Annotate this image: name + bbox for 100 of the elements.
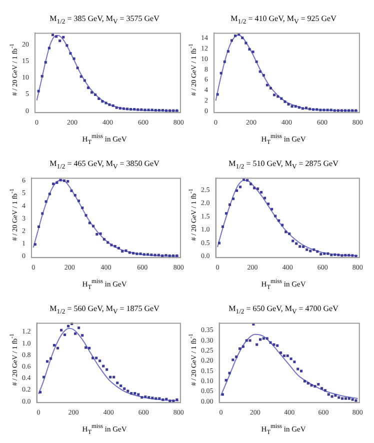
- point: [224, 212, 228, 215]
- point: [109, 376, 112, 378]
- point: [62, 36, 65, 38]
- point: [134, 392, 136, 395]
- point: [256, 188, 260, 190]
- point: [354, 254, 358, 258]
- point: [92, 356, 94, 360]
- point: [223, 60, 226, 64]
- point: [330, 254, 333, 256]
- point: [60, 328, 63, 332]
- chart-title: M$_{1/2}$ = 650 GeV, M$_{V}$ = 4700 GeV: [228, 304, 340, 316]
- point: [336, 109, 340, 112]
- point: [106, 368, 108, 371]
- point: [162, 398, 164, 401]
- point: [248, 339, 252, 342]
- point: [312, 248, 316, 251]
- point: [294, 105, 297, 108]
- point: [112, 376, 116, 378]
- point: [161, 254, 164, 257]
- point: [266, 337, 268, 340]
- point: [266, 84, 268, 86]
- point: [126, 390, 130, 392]
- point: [164, 254, 168, 257]
- line-series: [36, 35, 180, 112]
- point: [104, 102, 108, 104]
- point: [340, 254, 344, 257]
- point: [306, 248, 308, 251]
- chart-title: M$_{1/2}$ = 385 GeV, M$_{V}$ = 3575 GeV: [48, 14, 160, 26]
- point: [287, 103, 290, 106]
- point: [245, 339, 248, 342]
- point: [323, 252, 326, 255]
- point: [334, 394, 337, 397]
- point: [284, 100, 286, 103]
- point: [80, 75, 82, 78]
- point: [262, 337, 265, 340]
- point: [274, 214, 277, 218]
- point: [40, 74, 44, 78]
- point: [348, 397, 350, 400]
- point: [102, 364, 105, 368]
- point: [330, 108, 332, 112]
- point: [326, 252, 330, 255]
- point: [84, 214, 88, 217]
- point: [260, 190, 263, 194]
- point: [140, 396, 144, 399]
- point: [301, 107, 304, 110]
- point: [269, 341, 272, 344]
- point: [310, 384, 313, 387]
- point: [96, 233, 98, 236]
- point: [302, 245, 305, 248]
- point: [158, 397, 161, 400]
- point: [351, 254, 354, 257]
- point: [151, 396, 154, 400]
- point: [90, 91, 94, 94]
- point: [136, 252, 138, 256]
- point: [312, 108, 315, 111]
- point: [284, 230, 288, 234]
- point: [262, 74, 265, 77]
- point: [161, 109, 164, 112]
- point: [59, 178, 62, 182]
- point: [348, 109, 350, 112]
- point: [338, 396, 340, 399]
- point: [147, 108, 150, 112]
- point: [84, 346, 88, 349]
- point: [273, 94, 276, 96]
- point: [51, 34, 54, 36]
- point: [276, 344, 279, 347]
- point: [95, 356, 98, 360]
- point: [130, 392, 133, 395]
- point: [309, 250, 312, 252]
- point: [296, 368, 300, 370]
- point: [246, 179, 249, 182]
- point: [62, 179, 66, 182]
- point: [120, 384, 122, 388]
- point: [140, 108, 143, 111]
- point: [42, 376, 46, 378]
- point: [123, 387, 126, 390]
- point: [150, 254, 153, 256]
- point: [276, 95, 280, 98]
- point: [154, 397, 158, 400]
- point: [142, 253, 146, 256]
- point: [348, 254, 350, 256]
- point: [256, 343, 258, 346]
- point: [176, 254, 178, 257]
- point: [37, 90, 40, 92]
- point: [341, 397, 344, 400]
- point: [337, 254, 340, 256]
- point: [316, 250, 319, 253]
- point: [128, 251, 131, 254]
- point: [101, 100, 104, 103]
- point: [351, 109, 354, 112]
- point: [137, 393, 140, 396]
- point: [316, 108, 318, 111]
- point: [38, 390, 42, 394]
- point: [272, 343, 276, 346]
- point: [110, 244, 113, 246]
- point: [168, 254, 171, 257]
- point: [164, 109, 168, 112]
- point: [81, 206, 84, 210]
- point: [176, 398, 178, 401]
- point: [70, 190, 73, 192]
